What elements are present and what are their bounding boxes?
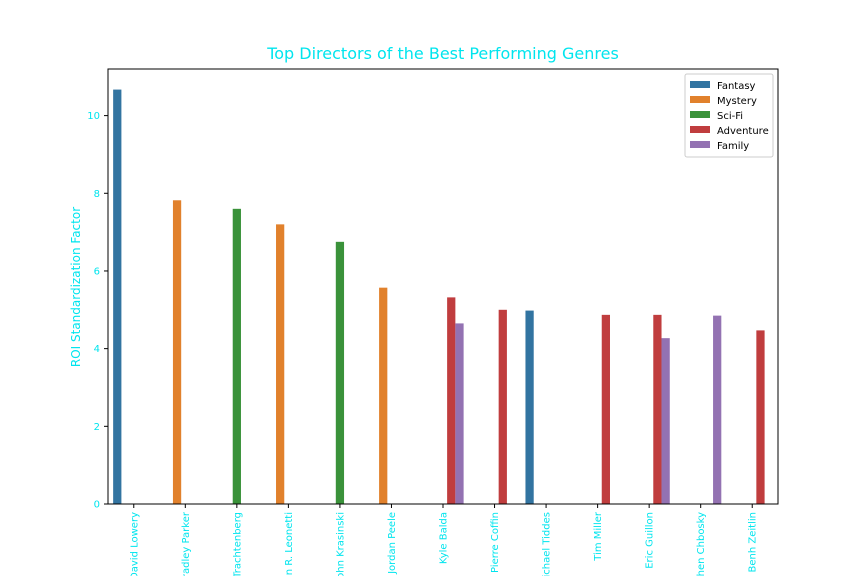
- bar-mystery-1: [172, 200, 182, 504]
- legend-label-fantasy: Fantasy: [717, 81, 756, 92]
- legend-label-sci-fi: Sci-Fi: [717, 111, 743, 122]
- legend-label-adventure: Adventure: [717, 126, 769, 137]
- bar-mystery-5: [379, 287, 388, 504]
- x-tick-label: hen Chbosky: [696, 512, 707, 576]
- chart-title: Top Directors of the Best Performing Gen…: [266, 44, 619, 63]
- bar-family-6: [455, 323, 464, 504]
- x-tick-label: Eric Guillon: [645, 512, 656, 569]
- x-tick-label: ohn Krasinski: [335, 512, 346, 576]
- y-axis-label: ROI Standardization Factor: [69, 207, 83, 367]
- x-tick-label: ichael Tiddes: [542, 512, 553, 576]
- y-tick-label: 0: [94, 500, 100, 511]
- bar-adventure-6: [447, 297, 456, 505]
- y-tick-label: 10: [87, 111, 100, 122]
- x-tick-label: Benh Zeitlin: [748, 512, 759, 572]
- bar-adventure-9: [601, 314, 610, 504]
- legend-swatch-adventure: [690, 126, 710, 133]
- bar-adventure-12: [756, 330, 765, 504]
- legend-swatch-fantasy: [690, 81, 710, 88]
- bar-adventure-10: [653, 314, 662, 504]
- x-tick-label: Tim Miller: [593, 511, 604, 562]
- legend: Fantasy Mystery Sci-Fi Adventure Family: [684, 73, 774, 158]
- x-tick-label: n R. Leonetti: [284, 512, 295, 575]
- x-tick-label: Jordan Peele: [387, 512, 398, 575]
- bar-family-11: [713, 315, 722, 504]
- x-tick-label: Bradley Parker: [181, 511, 192, 576]
- legend-swatch-sci-fi: [690, 111, 710, 118]
- bar-mystery-3: [276, 224, 285, 505]
- x-tick-label: Trachtenberg: [232, 512, 243, 576]
- x-tick-label: David Lowery: [129, 512, 140, 576]
- bar-sci-fi-4: [335, 241, 345, 504]
- legend-swatch-family: [690, 141, 710, 148]
- bar-sci-fi-2: [232, 208, 241, 504]
- bar-fantasy-8: [525, 310, 534, 504]
- bars-layer: [113, 89, 765, 505]
- x-tick-label: Pierre Coffin: [490, 512, 501, 573]
- legend-label-mystery: Mystery: [717, 96, 757, 107]
- legend-swatch-mystery: [690, 96, 710, 103]
- bar-adventure-7: [498, 309, 507, 504]
- legend-box: [684, 73, 774, 158]
- plot-frame: [107, 68, 779, 505]
- y-tick-label: 6: [94, 266, 100, 277]
- y-tick-label: 8: [94, 189, 100, 200]
- y-tick-label: 2: [94, 422, 100, 433]
- ticks-layer: 0 2 4 6 8 10 David Lowery Bradley Parker Trachte…: [87, 111, 759, 580]
- x-tick-label: Kyle Balda: [439, 512, 450, 564]
- legend-label-family: Family: [717, 141, 749, 152]
- y-tick-label: 4: [94, 344, 100, 355]
- bar-family-10: [661, 338, 670, 504]
- bar-fantasy-0: [113, 89, 122, 504]
